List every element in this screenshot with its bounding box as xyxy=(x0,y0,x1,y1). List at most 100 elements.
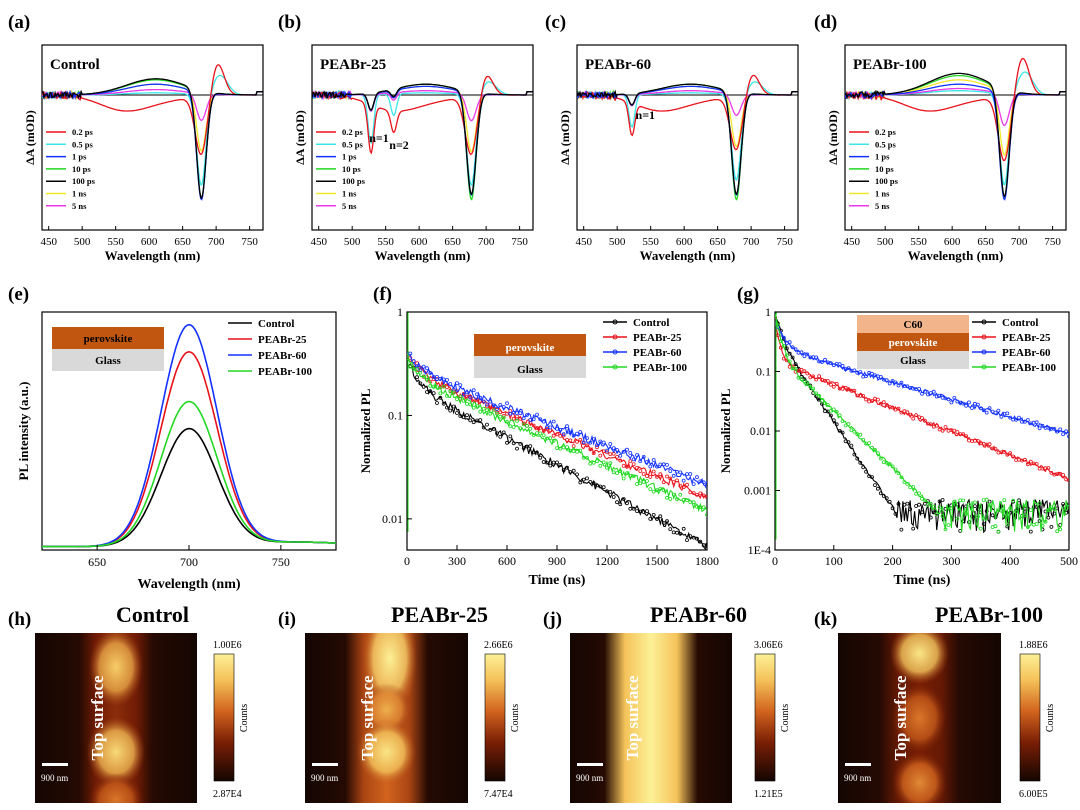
data-point xyxy=(655,464,659,469)
data-point xyxy=(1031,420,1036,425)
data-point xyxy=(588,447,593,452)
data-point xyxy=(631,506,636,511)
data-point xyxy=(887,462,892,466)
data-point xyxy=(665,519,669,523)
legend-label: 0.5 ps xyxy=(342,139,363,149)
series-peabr-100 xyxy=(407,312,707,532)
data-point xyxy=(635,509,639,514)
series-line-7-0 xyxy=(845,57,1066,162)
data-point xyxy=(811,386,816,391)
data-point xyxy=(814,391,819,396)
data-point xyxy=(923,501,927,506)
bright-domain xyxy=(356,718,417,786)
data-point xyxy=(876,397,880,402)
data-point xyxy=(615,454,619,459)
data-point xyxy=(940,498,945,502)
scale-bar-label: 900 nm xyxy=(41,773,68,783)
data-point xyxy=(893,380,898,385)
inset-layer xyxy=(857,333,969,351)
plot-frame xyxy=(311,44,534,231)
data-point xyxy=(928,501,933,506)
colorbar-min-label: 7.47E4 xyxy=(484,789,513,800)
data-point xyxy=(1034,522,1039,526)
series-line-control xyxy=(42,427,337,548)
data-point xyxy=(631,462,636,467)
data-point xyxy=(611,446,616,451)
data-point xyxy=(820,399,824,403)
data-point xyxy=(881,460,886,465)
legend-label: PEABr-60 xyxy=(633,347,682,359)
data-point xyxy=(884,402,889,407)
data-point xyxy=(575,472,579,477)
data-point xyxy=(981,408,986,413)
bright-domain xyxy=(889,633,950,685)
inset-perovskite-layer xyxy=(52,327,164,349)
data-point xyxy=(501,405,506,409)
data-point xyxy=(691,482,696,487)
data-point xyxy=(784,346,789,351)
data-point xyxy=(625,447,629,452)
data-point xyxy=(428,383,433,388)
data-point xyxy=(984,509,989,514)
series-control xyxy=(407,312,707,550)
data-point xyxy=(525,423,529,428)
data-point xyxy=(628,450,633,455)
data-point xyxy=(661,488,666,493)
data-point xyxy=(981,522,986,526)
panel-label-c: (c) xyxy=(545,12,566,33)
x-tick-label: 0 xyxy=(772,554,778,568)
data-point xyxy=(588,461,593,466)
legend-marker xyxy=(981,319,987,325)
data-point xyxy=(485,422,489,427)
inset-glass-layer xyxy=(52,349,164,371)
inset-label: perovskite xyxy=(84,333,133,345)
map-title: PEABr-100 xyxy=(935,602,1043,627)
data-point xyxy=(591,437,596,442)
data-point xyxy=(668,527,673,531)
data-point xyxy=(445,377,449,382)
data-point xyxy=(685,472,689,477)
legend-label: 10 ps xyxy=(342,164,361,174)
colorbar-min-label: 2.87E4 xyxy=(213,789,242,800)
data-point xyxy=(1005,411,1010,416)
data-point xyxy=(561,433,566,438)
data-point xyxy=(811,374,816,379)
data-point xyxy=(896,501,901,506)
data-point xyxy=(981,498,986,503)
data-point xyxy=(441,384,446,389)
data-point xyxy=(793,362,798,367)
data-point xyxy=(964,434,968,439)
data-point xyxy=(678,492,683,497)
x-tick-label: 550 xyxy=(642,236,659,248)
data-point xyxy=(884,460,889,465)
legend-label: PEABr-25 xyxy=(1002,332,1051,344)
data-point xyxy=(548,463,553,468)
data-point xyxy=(518,441,523,446)
data-point xyxy=(878,401,883,406)
data-point xyxy=(488,411,493,416)
data-point xyxy=(621,449,626,454)
data-point xyxy=(829,408,833,413)
data-point xyxy=(914,504,918,508)
data-point xyxy=(595,445,599,450)
data-point xyxy=(876,486,880,491)
series-line-7-2 xyxy=(845,83,1066,201)
data-point xyxy=(655,488,659,493)
y-axis-label: ΔA (mOD) xyxy=(826,110,840,165)
data-point xyxy=(641,454,646,459)
data-point xyxy=(625,464,629,469)
data-point xyxy=(498,434,503,439)
inset-label: Glass xyxy=(900,355,926,367)
data-point xyxy=(515,446,519,451)
data-point xyxy=(668,476,673,481)
data-point xyxy=(648,464,653,469)
data-point xyxy=(558,446,563,451)
data-point xyxy=(890,464,895,469)
x-tick-label: 600 xyxy=(411,236,428,248)
data-point xyxy=(940,514,945,518)
y-axis-label: ΔA (mOD) xyxy=(23,110,37,165)
data-point xyxy=(548,425,553,430)
data-point xyxy=(893,467,898,472)
panel-label-e: (e) xyxy=(8,284,29,305)
data-point xyxy=(920,496,924,501)
